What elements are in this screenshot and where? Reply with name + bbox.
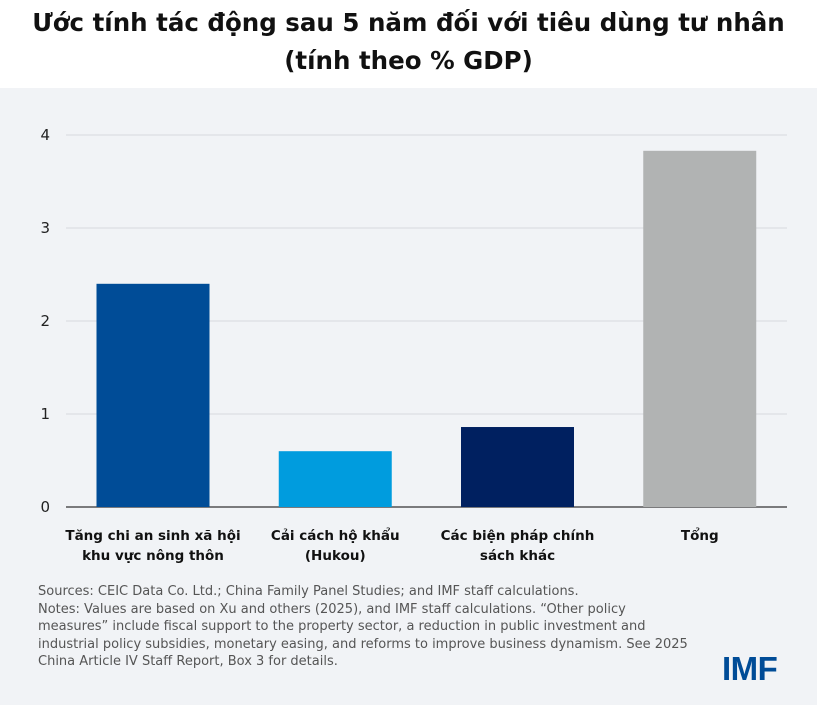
bar: [643, 150, 757, 507]
chart-title: Ước tính tác động sau 5 năm đối với tiêu…: [0, 4, 817, 80]
notes-text: Notes: Values are based on Xu and others…: [38, 601, 688, 670]
chart-title-line-2: (tính theo % GDP): [284, 46, 533, 75]
imf-logo: IMF: [722, 650, 778, 687]
sources-note: Sources: CEIC Data Co. Ltd.; China Famil…: [38, 584, 579, 599]
footnotes: Sources: CEIC Data Co. Ltd.; China Famil…: [38, 583, 688, 671]
y-tick-label: 4: [40, 126, 50, 144]
y-tick-label: 2: [40, 312, 50, 330]
x-tick-label: sách khác: [480, 548, 555, 564]
x-tick-label: khu vực nông thôn: [82, 548, 224, 564]
x-tick-label: Tổng: [681, 527, 719, 544]
y-tick-label: 1: [40, 405, 50, 423]
x-tick-label: Cải cách hộ khẩu: [271, 527, 400, 544]
y-tick-label: 0: [40, 498, 50, 516]
x-tick-label: Các biện pháp chính: [441, 528, 595, 544]
bar: [461, 427, 574, 507]
bar: [278, 451, 392, 507]
x-tick-label: (Hukou): [305, 548, 366, 564]
y-tick-label: 3: [40, 219, 50, 237]
chart-title-line-1: Ước tính tác động sau 5 năm đối với tiêu…: [32, 8, 785, 37]
bar: [96, 283, 210, 507]
x-tick-label: Tăng chi an sinh xã hội: [65, 528, 240, 544]
